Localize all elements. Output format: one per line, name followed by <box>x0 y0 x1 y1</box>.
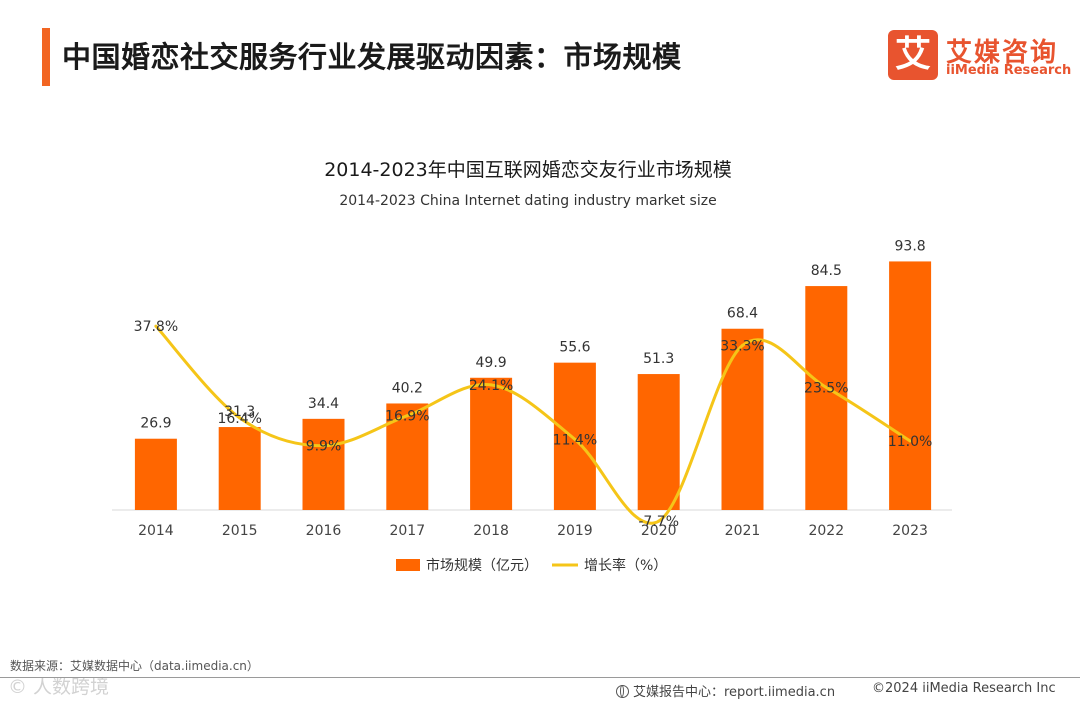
growth-value-label-2022: 23.5% <box>804 380 848 396</box>
growth-value-label-2023: 11.0% <box>888 434 932 450</box>
logo-name-en: iiMedia Research <box>946 63 1072 78</box>
bar-2023 <box>889 261 932 510</box>
growth-point-2021 <box>741 343 744 347</box>
report-center-link[interactable]: 艾媒报告中心：report.iimedia.cn <box>616 681 835 700</box>
bar-2016 <box>302 418 345 510</box>
bar-value-label-2023: 93.8 <box>895 238 926 254</box>
logo-name-cn: 艾媒咨询 <box>946 38 1059 68</box>
title-accent-bar <box>42 28 50 86</box>
chart-title: 2014-2023年中国互联网婚恋交友行业市场规模 <box>324 159 732 181</box>
x-tick-label-2022: 2022 <box>808 523 844 539</box>
bar-value-label-2018: 49.9 <box>476 355 507 371</box>
growth-point-2020 <box>657 519 661 523</box>
logo-mark-icon: 艾 <box>888 30 938 80</box>
bar-2019 <box>553 362 596 510</box>
bar-value-label-2015: 31.3 <box>224 404 255 420</box>
growth-value-label-2017: 16.9% <box>385 409 429 425</box>
legend-swatch-market-size <box>396 559 420 571</box>
chart-legend: 市场规模（亿元） 增长率（%） <box>396 557 667 574</box>
bar-value-label-2019: 55.6 <box>559 340 590 356</box>
globe-icon <box>616 685 629 698</box>
x-tick-label-2019: 2019 <box>557 523 593 539</box>
x-tick-label-2014: 2014 <box>138 523 174 539</box>
growth-point-2022 <box>824 385 828 389</box>
growth-point-2018 <box>489 383 493 387</box>
growth-value-label-2019: 11.4% <box>553 432 597 448</box>
growth-point-2017 <box>405 414 409 418</box>
data-source-note: 数据来源：艾媒数据中心（data.iimedia.cn） <box>10 659 259 673</box>
growth-point-2016 <box>322 444 325 448</box>
bar-2018 <box>470 377 513 510</box>
report-center-text: 艾媒报告中心：report.iimedia.cn <box>633 685 836 700</box>
bar-value-label-2014: 26.9 <box>140 416 171 432</box>
copyright-notice: ©2024 iiMedia Research Inc <box>872 681 1056 696</box>
growth-point-2015 <box>238 416 242 420</box>
x-tick-label-2021: 2021 <box>725 523 761 539</box>
bar-2022 <box>805 286 848 510</box>
bar-2020 <box>637 374 680 510</box>
legend-label-growth-rate: 增长率（%） <box>584 557 667 574</box>
x-tick-label-2018: 2018 <box>473 523 509 539</box>
bar-value-label-2022: 84.5 <box>811 263 842 279</box>
chart-subtitle: 2014-2023 China Internet dating industry… <box>339 193 716 209</box>
growth-point-2014 <box>154 324 158 328</box>
growth-value-label-2018: 24.1% <box>469 378 513 394</box>
bar-2014 <box>134 438 177 510</box>
watermark: © 人数跨境 <box>8 676 110 698</box>
growth-value-label-2015: 16.4% <box>217 411 261 427</box>
bar-value-label-2016: 34.4 <box>308 396 339 412</box>
iimedia-logo: 艾 艾媒咨询 iiMedia Research <box>888 30 1072 82</box>
growth-point-2023 <box>908 439 912 443</box>
legend-label-market-size: 市场规模（亿元） <box>426 557 538 574</box>
x-tick-label-2020: 2020 <box>641 523 677 539</box>
growth-value-label-2016: 9.9% <box>306 439 342 455</box>
bar-2015 <box>218 427 261 510</box>
bar-value-label-2017: 40.2 <box>392 380 423 396</box>
x-tick-label-2023: 2023 <box>892 523 928 539</box>
page-title: 中国婚恋社交服务行业发展驱动因素：市场规模 <box>62 40 682 74</box>
bar-value-label-2021: 68.4 <box>727 306 758 322</box>
x-tick-label-2016: 2016 <box>306 523 342 539</box>
x-tick-label-2017: 2017 <box>389 523 425 539</box>
bar-2021 <box>721 328 764 510</box>
footer-divider <box>0 677 1080 678</box>
growth-value-label-2014: 37.8% <box>134 319 178 335</box>
growth-value-label-2021: 33.3% <box>720 338 764 354</box>
growth-value-label-2020: -7.7% <box>638 514 679 530</box>
x-tick-label-2015: 2015 <box>222 523 258 539</box>
growth-rate-line <box>154 325 911 525</box>
growth-point-2019 <box>573 437 577 441</box>
bar-value-label-2020: 51.3 <box>643 351 674 367</box>
